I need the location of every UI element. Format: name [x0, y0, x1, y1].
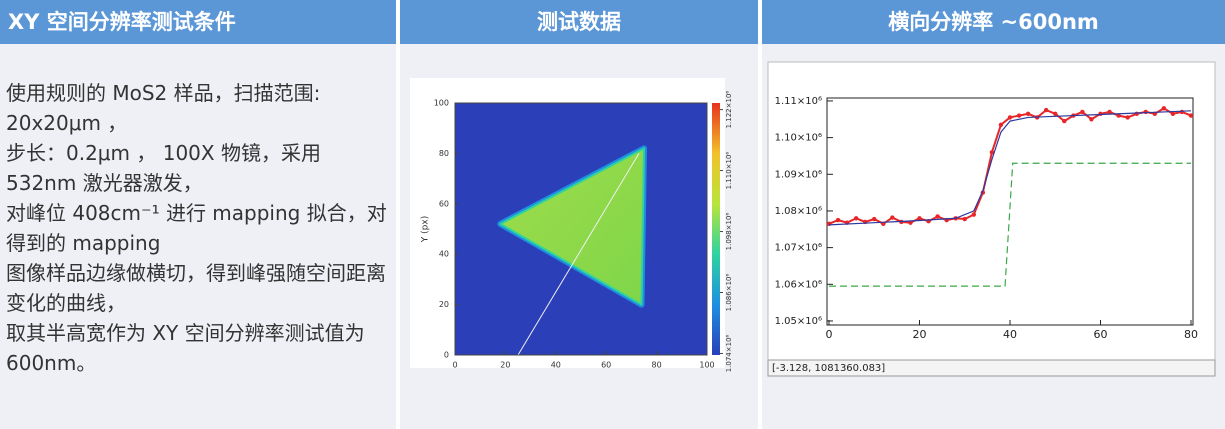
data-point [1116, 113, 1121, 118]
data-point [1161, 106, 1167, 111]
data-point [1053, 111, 1058, 116]
data-point [1089, 117, 1094, 122]
x-tick-label: 40 [1003, 328, 1017, 341]
data-point [1134, 111, 1139, 116]
x-tick-label: 60 [1094, 328, 1108, 341]
y-tick-label: 1.08×10⁶ [775, 206, 822, 217]
data-point [872, 216, 877, 222]
data-point [998, 122, 1004, 127]
series-line [829, 162, 1191, 287]
data-point [1025, 111, 1031, 116]
description-line: 取其半高宽作为 XY 空间分辨率测试值为 600nm。 [6, 321, 365, 375]
data-point [1125, 115, 1130, 120]
y-tick-label: 1.07×10⁶ [775, 243, 822, 254]
header: XY 空间分辨率测试条件 [0, 0, 396, 44]
data-point [1080, 109, 1085, 115]
colorbar-tick-label: 1.086×10⁶ [725, 274, 733, 312]
data-point [1188, 113, 1194, 118]
x-tick-label: 0 [452, 361, 457, 370]
data-point [1007, 115, 1013, 120]
data-point [1143, 109, 1148, 115]
data-point [917, 216, 922, 221]
column: XY 空间分辨率测试条件 [0, 0, 396, 429]
data-point [962, 216, 967, 222]
y-tick-label: 1.09×10⁶ [775, 169, 822, 180]
y-tick-label: 100 [434, 99, 449, 108]
description-line: 对峰位 408cm⁻¹ 进行 mapping 拟合，对得到的 mapping [6, 201, 387, 255]
header: 横向分辨率 ~600nm [762, 0, 1225, 44]
data-point [1044, 107, 1049, 113]
description-line: 图像样品边缘做横切，得到峰强随空间距离变化的曲线， [6, 261, 386, 315]
colorbar [712, 103, 720, 355]
frame [454, 102, 708, 356]
x-tick-label: 60 [601, 361, 611, 370]
data-point [989, 150, 995, 155]
sample [499, 147, 645, 306]
y-tick-label: 80 [439, 149, 449, 158]
plot-panel [767, 61, 1216, 363]
data-point [1062, 118, 1067, 124]
data-point [1170, 111, 1176, 116]
y-axis-label: Y (px) [421, 216, 431, 243]
data-point [1016, 113, 1022, 118]
data-point [1107, 109, 1112, 115]
status-text: [-3.128, 1081360.083] [772, 363, 885, 374]
x-tick-label: 20 [500, 361, 510, 370]
description-line: 使用规则的 MoS2 样品，扫描范围: 20x20μm ， [6, 81, 321, 135]
x-tick-label: 40 [551, 361, 561, 370]
status-bar [767, 359, 1216, 377]
data-point [1098, 111, 1103, 116]
data-point [908, 220, 913, 225]
series-line [828, 110, 1192, 226]
colorbar-tick-label: 1.074×10⁶ [725, 334, 733, 372]
x-tick-label: 80 [1184, 328, 1198, 341]
description: 使用规则的 MoS2 样品，扫描范围: 20x20μm ， 步长：0.2μm ， … [6, 78, 394, 378]
data-point [935, 214, 940, 219]
data-point [853, 216, 859, 221]
profile-line [517, 153, 640, 356]
y-tick-label: 60 [439, 199, 449, 208]
data-point [1179, 109, 1185, 115]
x-tick-label: 100 [699, 361, 714, 370]
y-tick-label: 1.06×10⁶ [775, 279, 822, 290]
y-tick-label: 1.10×10⁶ [775, 133, 822, 144]
x-tick-label: 0 [826, 328, 833, 341]
y-tick-label: 1.11×10⁶ [775, 96, 822, 107]
colorbar-tick-label: 1.110×10⁶ [725, 152, 733, 190]
colorbar-tick-label: 1.122×10⁶ [725, 91, 733, 129]
y-tick-label: 1.05×10⁶ [775, 316, 822, 327]
data-point [835, 217, 841, 223]
colorbar-tick-label: 1.098×10⁶ [725, 213, 733, 251]
x-tick-label: 80 [652, 361, 662, 370]
data-point [890, 215, 895, 220]
x-tick-label: 20 [913, 328, 927, 341]
y-tick-label: 20 [439, 300, 449, 309]
description-line: 步长：0.2μm ， 100X 物镜，采用 532nm 激光器激发， [6, 141, 321, 195]
header: 测试数据 [400, 0, 758, 44]
y-tick-label: 0 [444, 351, 449, 360]
y-tick-label: 40 [439, 250, 449, 259]
data-point [971, 212, 976, 217]
